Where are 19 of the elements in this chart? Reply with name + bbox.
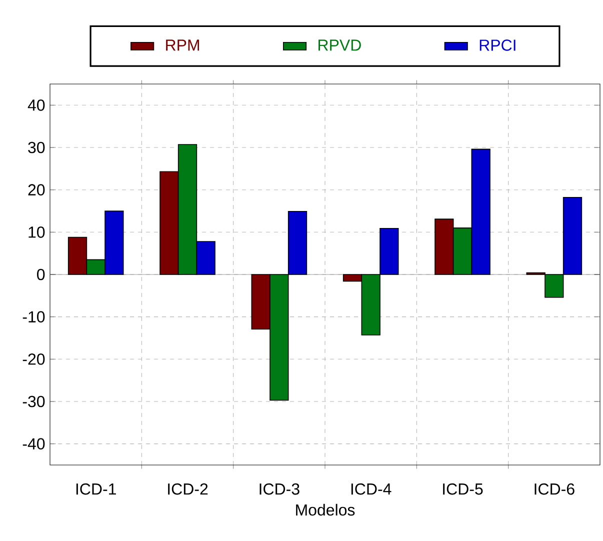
legend-label: RPCI [480, 40, 516, 51]
y-tick-label: -40 [22, 438, 45, 450]
y-tick-label: -30 [22, 396, 45, 408]
y-tick-label: -20 [22, 354, 45, 365]
x-tick-label: ICD-4 [351, 483, 392, 495]
x-tick-label: ICD-5 [443, 483, 483, 495]
y-tick-label: 10 [28, 226, 45, 238]
x-axis-title: Modelos [296, 504, 355, 516]
y-tick-label: 40 [28, 100, 45, 111]
y-tick-label: 0 [37, 268, 45, 280]
y-tick-label: 30 [28, 142, 45, 154]
legend-label: RPM [166, 40, 199, 51]
y-tick-label: -10 [22, 311, 45, 322]
legend-label: RPVD [318, 40, 361, 51]
x-tick-label: ICD-6 [534, 483, 574, 495]
x-tick-label: ICD-1 [76, 483, 116, 495]
x-tick-label: ICD-2 [168, 483, 208, 495]
y-tick-label: 20 [28, 184, 45, 196]
x-tick-label: ICD-3 [260, 483, 300, 495]
